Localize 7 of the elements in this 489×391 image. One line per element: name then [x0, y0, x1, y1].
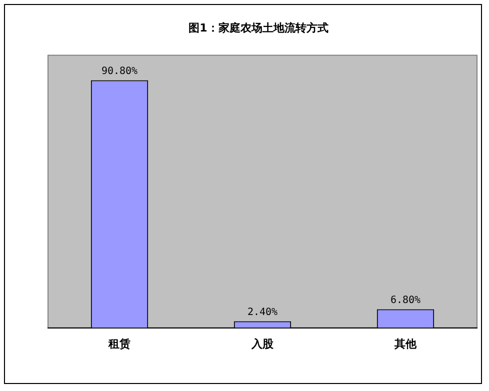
data-label: 6.80% [390, 294, 421, 306]
chart-title: 图1：家庭农场土地流转方式 [188, 21, 328, 34]
data-label: 2.40% [247, 306, 278, 318]
data-label: 90.80% [101, 66, 138, 77]
x-tick-label: 入股 [250, 337, 274, 350]
x-tick-label: 其他 [394, 337, 418, 350]
x-tick-label: 租赁 [108, 337, 130, 350]
